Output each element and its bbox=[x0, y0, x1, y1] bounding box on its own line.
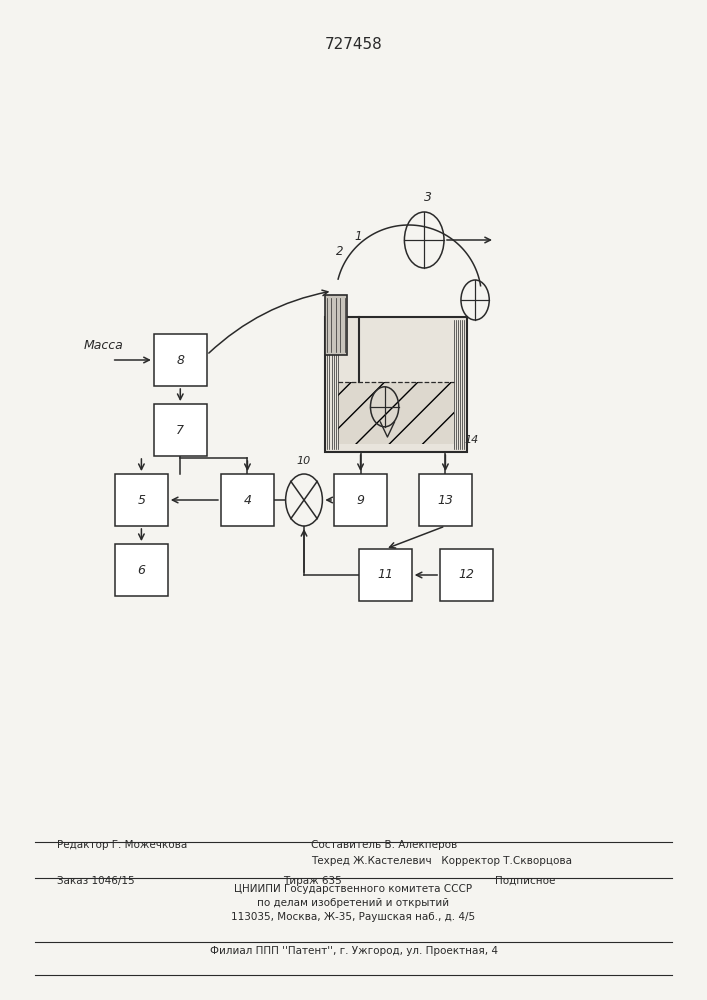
FancyBboxPatch shape bbox=[221, 474, 274, 526]
Text: Тираж 635: Тираж 635 bbox=[283, 876, 341, 886]
FancyBboxPatch shape bbox=[334, 474, 387, 526]
Text: 3: 3 bbox=[423, 191, 432, 204]
Text: Редактор Г. Можечкова: Редактор Г. Можечкова bbox=[57, 840, 187, 850]
Text: 5: 5 bbox=[137, 493, 146, 506]
Text: ЦНИИПИ Государственного комитета СССР: ЦНИИПИ Государственного комитета СССР bbox=[235, 884, 472, 894]
Text: Масса: Масса bbox=[83, 339, 123, 352]
Text: по делам изобретений и открытий: по делам изобретений и открытий bbox=[257, 898, 450, 908]
Text: 8: 8 bbox=[176, 354, 185, 366]
Text: 13: 13 bbox=[438, 493, 453, 506]
Text: 14: 14 bbox=[464, 435, 479, 445]
FancyBboxPatch shape bbox=[419, 474, 472, 526]
Text: 4: 4 bbox=[243, 493, 252, 506]
FancyBboxPatch shape bbox=[359, 549, 411, 601]
Text: 6: 6 bbox=[137, 564, 146, 576]
Text: 12: 12 bbox=[459, 568, 474, 582]
Text: 11: 11 bbox=[378, 568, 393, 582]
Text: Техред Ж.Кастелевич   Корректор Т.Скворцова: Техред Ж.Кастелевич Корректор Т.Скворцов… bbox=[311, 856, 572, 866]
Text: Филиал ППП ''Патент'', г. Ужгород, ул. Проектная, 4: Филиал ППП ''Патент'', г. Ужгород, ул. П… bbox=[209, 946, 498, 956]
FancyBboxPatch shape bbox=[440, 549, 493, 601]
FancyBboxPatch shape bbox=[115, 544, 168, 596]
Text: Заказ 1046/15: Заказ 1046/15 bbox=[57, 876, 134, 886]
Bar bbox=[325, 295, 347, 355]
Bar bbox=[338, 382, 454, 444]
Text: 9: 9 bbox=[356, 493, 365, 506]
Text: 2: 2 bbox=[336, 245, 344, 258]
Text: Составитель В. Алекперов: Составитель В. Алекперов bbox=[311, 840, 457, 850]
Bar bbox=[325, 317, 467, 452]
Text: 727458: 727458 bbox=[325, 37, 382, 52]
Circle shape bbox=[286, 474, 322, 526]
Text: Подписное: Подписное bbox=[495, 876, 555, 886]
Text: 113035, Москва, Ж-35, Раушская наб., д. 4/5: 113035, Москва, Ж-35, Раушская наб., д. … bbox=[231, 912, 476, 922]
FancyBboxPatch shape bbox=[154, 404, 206, 456]
Text: 10: 10 bbox=[297, 456, 311, 466]
Text: 1: 1 bbox=[355, 230, 363, 243]
FancyBboxPatch shape bbox=[154, 334, 206, 386]
FancyBboxPatch shape bbox=[115, 474, 168, 526]
Text: 7: 7 bbox=[176, 424, 185, 436]
